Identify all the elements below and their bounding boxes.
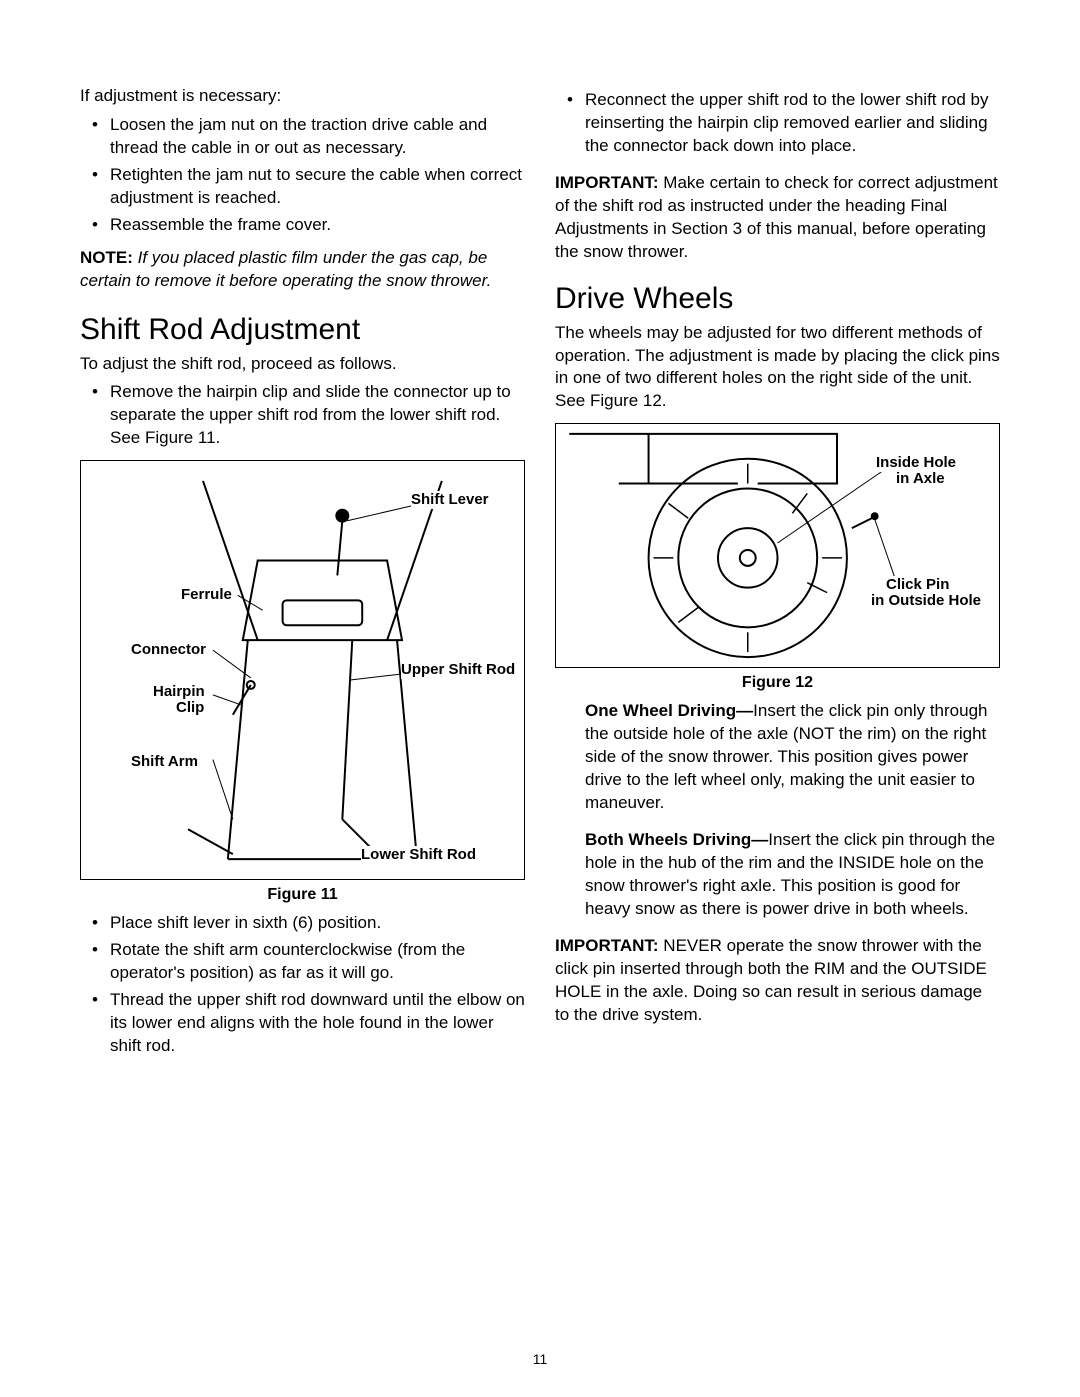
note-block: NOTE: If you placed plastic film under t… — [80, 247, 525, 293]
right-column: Reconnect the upper shift rod to the low… — [555, 85, 1000, 1068]
label-lower-rod: Lower Shift Rod — [361, 846, 476, 864]
label-connector: Connector — [131, 641, 206, 659]
one-wheel-label: One Wheel Driving— — [585, 701, 753, 720]
page-content: If adjustment is necessary: Loosen the j… — [80, 85, 1000, 1068]
label-upper-rod: Upper Shift Rod — [401, 661, 515, 679]
label-ferrule: Ferrule — [181, 586, 232, 604]
important-2-label: IMPORTANT: — [555, 936, 659, 955]
label-clip: Clip — [176, 699, 204, 717]
shift-bullets-top: Remove the hairpin clip and slide the co… — [80, 381, 525, 450]
post-fig-bullets: Place shift lever in sixth (6) position.… — [80, 912, 525, 1058]
reconnect-bullet: Reconnect the upper shift rod to the low… — [585, 89, 1000, 158]
page-number: 11 — [0, 1351, 1080, 1367]
label-in-axle: in Axle — [896, 470, 945, 488]
important-1: IMPORTANT: Make certain to check for cor… — [555, 172, 1000, 264]
both-wheel-label: Both Wheels Driving— — [585, 830, 768, 849]
post-bullet-1: Place shift lever in sixth (6) position. — [110, 912, 525, 935]
post-bullet-2: Rotate the shift arm counterclockwise (f… — [110, 939, 525, 985]
post-bullet-3: Thread the upper shift rod downward unti… — [110, 989, 525, 1058]
figure-11-box: Shift Lever Ferrule Connector Hairpin Cl… — [80, 460, 525, 880]
adj-bullet-3: Reassemble the frame cover. — [110, 214, 525, 237]
label-shift-lever: Shift Lever — [411, 491, 489, 509]
label-shift-arm: Shift Arm — [131, 753, 198, 771]
note-label: NOTE: — [80, 248, 133, 267]
one-wheel-para: One Wheel Driving—Insert the click pin o… — [585, 700, 1000, 815]
note-body: If you placed plastic film under the gas… — [80, 248, 491, 290]
heading-drive-wheels: Drive Wheels — [555, 282, 1000, 316]
wheel-modes: One Wheel Driving—Insert the click pin o… — [585, 700, 1000, 920]
wheels-intro: The wheels may be adjusted for two diffe… — [555, 322, 1000, 414]
both-wheel-para: Both Wheels Driving—Insert the click pin… — [585, 829, 1000, 921]
shift-intro: To adjust the shift rod, proceed as foll… — [80, 353, 525, 376]
important-1-label: IMPORTANT: — [555, 173, 659, 192]
figure-11-caption: Figure 11 — [80, 886, 525, 904]
right-top-bullets: Reconnect the upper shift rod to the low… — [555, 89, 1000, 158]
figure-12-box: Inside Hole in Axle Click Pin in Outside… — [555, 423, 1000, 668]
figure-12-caption: Figure 12 — [555, 674, 1000, 692]
shift-bullet-1: Remove the hairpin clip and slide the co… — [110, 381, 525, 450]
adj-bullet-1: Loosen the jam nut on the traction drive… — [110, 114, 525, 160]
left-column: If adjustment is necessary: Loosen the j… — [80, 85, 525, 1068]
heading-shift-rod: Shift Rod Adjustment — [80, 313, 525, 347]
adj-bullet-2: Retighten the jam nut to secure the cabl… — [110, 164, 525, 210]
adjustment-bullets: Loosen the jam nut on the traction drive… — [80, 114, 525, 237]
adjustment-intro: If adjustment is necessary: — [80, 85, 525, 108]
label-outside-hole: in Outside Hole — [871, 592, 981, 610]
important-2: IMPORTANT: NEVER operate the snow throwe… — [555, 935, 1000, 1027]
